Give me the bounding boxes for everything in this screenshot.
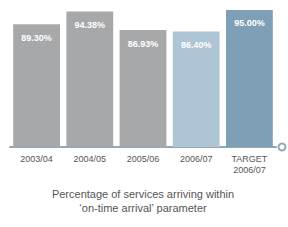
svg-text:2004/05: 2004/05 (74, 154, 107, 164)
svg-text:89.30%: 89.30% (21, 33, 52, 43)
svg-text:2003/04: 2003/04 (20, 154, 53, 164)
svg-text:86.40%: 86.40% (181, 40, 212, 50)
svg-text:TARGET: TARGET (231, 154, 267, 164)
svg-text:95.00%: 95.00% (234, 18, 265, 28)
svg-text:2006/07: 2006/07 (180, 154, 213, 164)
svg-text:2005/06: 2005/06 (127, 154, 160, 164)
svg-text:Percentage of services arrivin: Percentage of services arriving within (52, 188, 234, 200)
svg-text:‘on-time arrival’ parameter: ‘on-time arrival’ parameter (79, 202, 207, 214)
svg-text:2006/07: 2006/07 (233, 165, 266, 175)
svg-text:94.38%: 94.38% (75, 20, 106, 30)
svg-text:86.93%: 86.93% (128, 39, 159, 49)
